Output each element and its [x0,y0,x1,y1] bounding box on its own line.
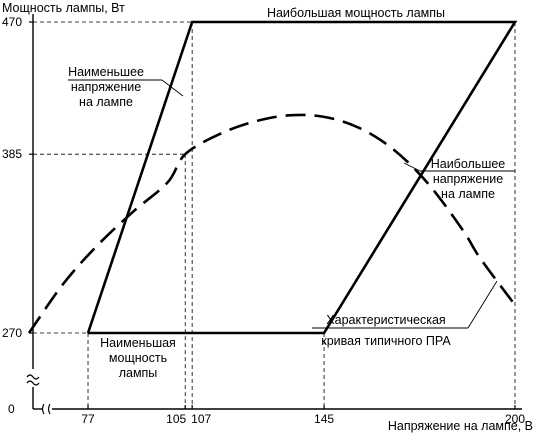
annotation-min-voltage-line-1: Наименьшее [68,65,144,79]
operating-envelope-line [86,20,518,335]
annotation-max-voltage-line-2: напряжение [433,172,503,186]
annotation-min-power-line-2: мощность [109,351,167,365]
x-ticks: 77 105 107 145 200 [81,405,525,426]
annotation-ballast-curve-line-1: Характеристическая [326,313,445,327]
y-origin-label: 0 [8,402,15,416]
annotations: Наибольшая мощность лампыНаименьшеенапря… [68,6,515,380]
x-tick-label-105: 105 [166,412,186,426]
annotation-min-voltage-line-3: на лампе [79,95,133,109]
y-axis-title: Мощность лампы, Вт [2,1,125,15]
annotation-min-voltage-line-2: напряжение [71,80,141,94]
annotation-max-power: Наибольшая мощность лампы [267,6,445,20]
x-axis-title: Напряжение на лампе, В [388,419,533,433]
annotation-min-power-line-3: лампы [119,366,158,380]
annotation-max-power-line-1: Наибольшая мощность лампы [267,6,445,20]
x-tick-label-77: 77 [81,412,95,426]
y-tick-label-385: 385 [2,147,22,161]
leader-ballast [467,280,498,329]
annotation-max-voltage-line-3: на лампе [441,187,495,201]
annotation-max-voltage-line-1: Наибольшее [431,157,506,171]
annotation-ballast-curve: Характеристическая кривая типичного ПРА [321,313,451,348]
leader-max-voltage [403,162,421,172]
x-tick-label-145: 145 [314,412,334,426]
y-tick-label-270: 270 [2,326,22,340]
y-axis-break-mark [26,374,40,386]
annotation-min-power-line-1: Наименьшая [100,336,176,350]
y-ticks: 470 385 270 [2,15,33,340]
x-axis-break-mark [41,403,51,415]
typical-ballast-curve [27,113,517,334]
y-tick-label-470: 470 [2,15,22,29]
annotation-ballast-curve-line-2: кривая типичного ПРА [321,334,451,348]
series [27,20,518,335]
leader-min-voltage [161,79,184,97]
x-tick-label-107: 107 [191,412,211,426]
x-tick-label-200: 200 [505,412,525,426]
